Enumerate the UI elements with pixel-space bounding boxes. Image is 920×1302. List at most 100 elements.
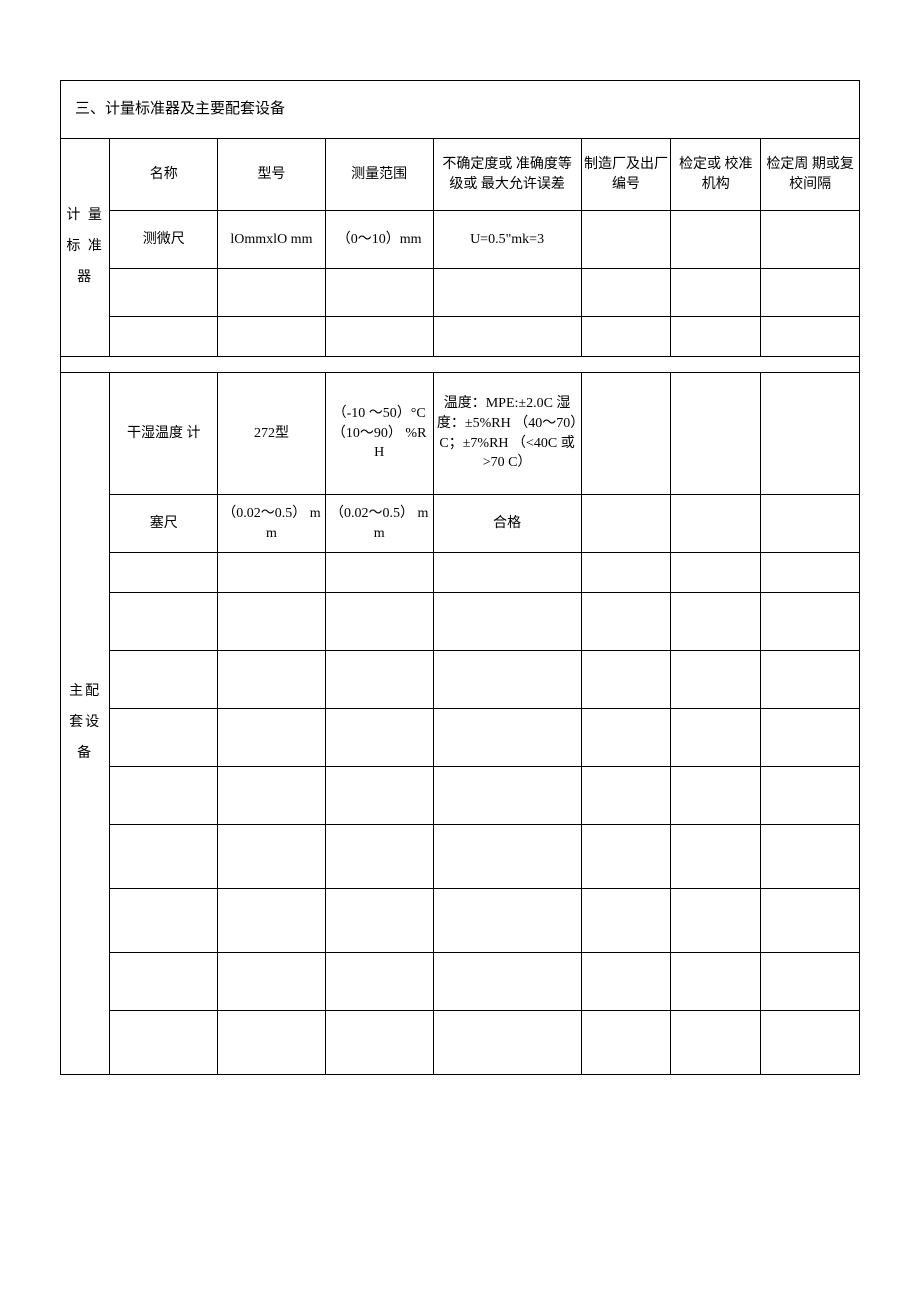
header-range: 测量范围: [325, 139, 433, 211]
table-title: 三、计量标准器及主要配套设备: [61, 81, 860, 139]
cell-model: （0.02〜0.5） mm: [218, 495, 326, 553]
cell-manufacturer: [581, 373, 671, 495]
empty-cell: [433, 767, 581, 825]
aux-row-empty-1: [61, 553, 860, 593]
empty-cell: [110, 709, 218, 767]
empty-cell: [761, 553, 860, 593]
standard-row-1: 测微尺 lOmmxlO mm （0〜10）mm U=0.5"mk=3: [61, 211, 860, 269]
header-name: 名称: [110, 139, 218, 211]
header-row: 计 量标 准器 名称 型号 测量范围 不确定度或 准确度等级或 最大允许误差 制…: [61, 139, 860, 211]
empty-cell: [218, 317, 326, 357]
empty-cell: [761, 709, 860, 767]
aux-row-1: 主配套设备 干湿温度 计 272型 （-10 〜50）°C （10〜90） %R…: [61, 373, 860, 495]
empty-cell: [110, 317, 218, 357]
empty-cell: [218, 889, 326, 953]
cell-uncertainty: 温度：MPE:±2.0C 湿度：±5%RH （40〜70）C；±7%RH （<4…: [433, 373, 581, 495]
empty-cell: [671, 317, 761, 357]
table-title-row: 三、计量标准器及主要配套设备: [61, 81, 860, 139]
empty-cell: [110, 1011, 218, 1075]
empty-cell: [671, 767, 761, 825]
aux-row-empty-2: [61, 593, 860, 651]
cell-verifier: [671, 495, 761, 553]
empty-cell: [671, 269, 761, 317]
empty-cell: [581, 825, 671, 889]
empty-cell: [218, 1011, 326, 1075]
aux-row-empty-3: [61, 651, 860, 709]
empty-cell: [581, 709, 671, 767]
empty-cell: [671, 593, 761, 651]
divider-cell: [61, 357, 860, 373]
empty-cell: [325, 553, 433, 593]
empty-cell: [110, 651, 218, 709]
empty-cell: [671, 709, 761, 767]
empty-cell: [325, 709, 433, 767]
empty-cell: [761, 767, 860, 825]
cell-manufacturer: [581, 211, 671, 269]
empty-cell: [761, 889, 860, 953]
empty-cell: [325, 593, 433, 651]
empty-cell: [433, 553, 581, 593]
empty-cell: [433, 825, 581, 889]
cell-name: 干湿温度 计: [110, 373, 218, 495]
empty-cell: [218, 269, 326, 317]
empty-cell: [581, 767, 671, 825]
empty-cell: [581, 269, 671, 317]
section-auxiliary-label: 主配套设备: [61, 373, 110, 1075]
standard-row-empty-2: [61, 317, 860, 357]
section-divider: [61, 357, 860, 373]
cell-period: [761, 495, 860, 553]
empty-cell: [110, 269, 218, 317]
empty-cell: [671, 825, 761, 889]
empty-cell: [218, 825, 326, 889]
empty-cell: [433, 953, 581, 1011]
empty-cell: [433, 889, 581, 953]
empty-cell: [110, 953, 218, 1011]
empty-cell: [671, 553, 761, 593]
empty-cell: [218, 709, 326, 767]
empty-cell: [581, 889, 671, 953]
cell-range: （0.02〜0.5） mm: [325, 495, 433, 553]
cell-uncertainty: U=0.5"mk=3: [433, 211, 581, 269]
empty-cell: [761, 651, 860, 709]
cell-name: 塞尺: [110, 495, 218, 553]
empty-cell: [325, 651, 433, 709]
empty-cell: [325, 317, 433, 357]
empty-cell: [218, 593, 326, 651]
cell-range: （0〜10）mm: [325, 211, 433, 269]
empty-cell: [761, 953, 860, 1011]
cell-period: [761, 373, 860, 495]
empty-cell: [325, 767, 433, 825]
empty-cell: [671, 1011, 761, 1075]
empty-cell: [110, 767, 218, 825]
cell-period: [761, 211, 860, 269]
empty-cell: [433, 317, 581, 357]
empty-cell: [581, 553, 671, 593]
cell-verifier: [671, 373, 761, 495]
empty-cell: [325, 1011, 433, 1075]
empty-cell: [581, 651, 671, 709]
aux-row-empty-6: [61, 825, 860, 889]
empty-cell: [433, 269, 581, 317]
empty-cell: [581, 593, 671, 651]
cell-range: （-10 〜50）°C （10〜90） %RH: [325, 373, 433, 495]
cell-uncertainty: 合格: [433, 495, 581, 553]
cell-name: 测微尺: [110, 211, 218, 269]
header-verifier: 检定或 校准机构: [671, 139, 761, 211]
empty-cell: [761, 269, 860, 317]
section-standard-label: 计 量标 准器: [61, 139, 110, 357]
empty-cell: [761, 593, 860, 651]
empty-cell: [581, 1011, 671, 1075]
empty-cell: [433, 709, 581, 767]
header-period: 检定周 期或复 校间隔: [761, 139, 860, 211]
empty-cell: [761, 825, 860, 889]
aux-row-empty-4: [61, 709, 860, 767]
header-manufacturer: 制造厂及出厂编号: [581, 139, 671, 211]
empty-cell: [218, 953, 326, 1011]
empty-cell: [671, 953, 761, 1011]
header-uncertainty: 不确定度或 准确度等级或 最大允许误差: [433, 139, 581, 211]
empty-cell: [110, 825, 218, 889]
equipment-table: 三、计量标准器及主要配套设备 计 量标 准器 名称 型号 测量范围 不确定度或 …: [60, 80, 860, 1075]
cell-manufacturer: [581, 495, 671, 553]
empty-cell: [110, 553, 218, 593]
empty-cell: [433, 593, 581, 651]
